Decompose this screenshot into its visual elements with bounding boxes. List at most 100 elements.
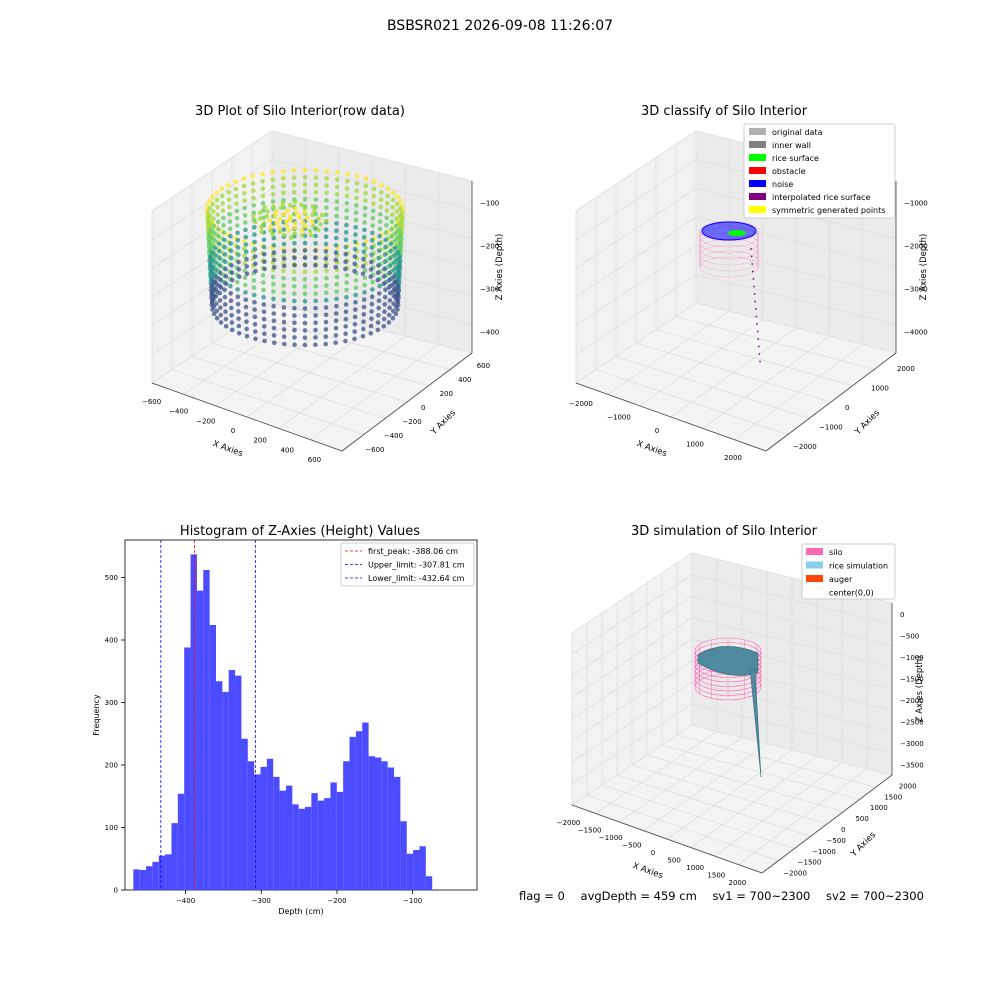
z-tick-label: −1000	[904, 200, 928, 208]
legend-swatch	[749, 180, 766, 187]
scatter-point	[257, 216, 263, 221]
scatter-point	[334, 191, 340, 197]
scatter-point	[310, 212, 316, 218]
scatter-point	[386, 278, 392, 283]
legend-label: Lower_limit: -432.64 cm	[368, 574, 465, 583]
scatter-point	[292, 199, 298, 204]
y-tick-label: 2000	[899, 782, 917, 790]
scatter-point	[223, 316, 229, 322]
scatter-point	[381, 324, 387, 329]
scatter-point	[361, 242, 367, 247]
scatter-point	[334, 274, 340, 280]
scatter-point	[343, 259, 348, 265]
scatter-point	[370, 230, 375, 236]
scatter-point	[344, 208, 350, 213]
legend-swatch	[749, 141, 766, 148]
scatter-point	[221, 230, 227, 235]
simulation-legend: silo rice simulation auger center(0,0)	[801, 543, 896, 600]
scatter-point	[343, 266, 348, 272]
rice-surface	[697, 646, 759, 676]
scatter-point	[235, 223, 240, 228]
scatter-point	[261, 316, 267, 322]
scatter-point	[313, 233, 318, 239]
histogram-bar	[292, 804, 299, 891]
scatter-point	[353, 278, 359, 283]
scatter-point	[217, 263, 223, 269]
scatter-point	[387, 263, 393, 269]
scatter-point	[352, 329, 358, 334]
scatter-point	[343, 230, 349, 235]
scatter-point	[209, 242, 214, 248]
scatter-point	[281, 249, 287, 254]
flag-text: flag = 0	[519, 889, 565, 903]
scatter-point	[362, 268, 368, 273]
scatter-point	[379, 182, 384, 188]
scatter-point	[280, 200, 286, 206]
scatter-point	[313, 320, 318, 326]
histogram-bar	[330, 782, 337, 890]
scatter-point	[393, 238, 398, 243]
histogram-bar	[203, 570, 210, 890]
scatter-point	[353, 232, 358, 237]
y-tick-label: −2000	[793, 443, 817, 451]
y-tick-label: 0	[841, 826, 845, 834]
scatter-point	[261, 294, 266, 300]
z-axis-label: Z Axies (Depth)	[915, 656, 925, 723]
y-tick-label: 300	[105, 699, 118, 707]
scatter-point	[243, 242, 249, 247]
scatter-point	[393, 223, 399, 229]
scatter-point	[214, 190, 219, 195]
scatter-point	[324, 168, 330, 174]
left-grid	[571, 638, 693, 720]
scatter-point	[361, 256, 366, 262]
scatter-point	[369, 309, 374, 314]
scatter-point	[291, 284, 297, 289]
scatter-point	[313, 335, 318, 340]
floor-grid	[675, 315, 875, 370]
scatter-point	[334, 184, 340, 190]
x-tick-label: 0	[655, 427, 659, 435]
scatter-point	[324, 283, 329, 288]
x-tick-label: 400	[281, 446, 294, 454]
scatter-point	[244, 334, 250, 339]
scatter-point	[384, 223, 389, 228]
interpolated-point	[750, 255, 753, 258]
z-tick-label: −4000	[904, 329, 928, 337]
scatter-point	[315, 227, 321, 233]
scatter-point	[210, 271, 216, 277]
y-axis-line	[341, 352, 473, 452]
scatter-point	[292, 320, 297, 326]
scatter-point	[211, 286, 217, 292]
scatter-point	[222, 259, 228, 265]
histogram-bar	[152, 861, 159, 891]
scatter-point	[377, 291, 382, 296]
z-tick-label: −3000	[904, 286, 928, 294]
x-tick-label: 2000	[724, 454, 742, 462]
scatter-point	[218, 305, 223, 311]
scatter-point	[368, 274, 374, 280]
scatter-point	[218, 320, 224, 325]
y-tick-label: 400	[458, 376, 471, 384]
scatter-point	[302, 189, 308, 195]
scatter-point	[243, 290, 248, 295]
scatter-point	[212, 238, 217, 243]
scatter-point	[262, 259, 267, 265]
scatter-point	[344, 215, 349, 221]
scatter-point	[281, 176, 286, 181]
scatter-point	[216, 234, 221, 239]
scatter-point	[383, 244, 388, 250]
scatter-point	[343, 244, 349, 250]
scatter-point	[302, 284, 308, 289]
scatter-point	[227, 219, 233, 224]
scatter-point	[302, 298, 308, 304]
legend-label: auger	[829, 575, 853, 584]
y-axis-label: Y Axies	[848, 830, 878, 860]
scatter-point	[211, 216, 216, 221]
rice-funnel	[749, 668, 762, 778]
y-tick-label: 400	[105, 637, 118, 645]
scatter-point	[282, 263, 287, 269]
scatter-point	[310, 204, 316, 209]
scatter-point	[229, 270, 235, 276]
scatter-point	[227, 226, 233, 232]
scatter-point	[307, 228, 313, 234]
